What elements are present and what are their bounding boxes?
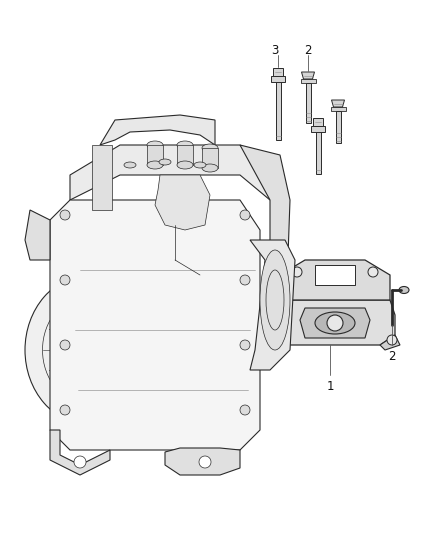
Circle shape [292, 267, 302, 277]
Polygon shape [300, 79, 315, 83]
Polygon shape [240, 145, 290, 360]
Text: 3: 3 [271, 44, 279, 56]
Bar [336, 111, 340, 143]
Circle shape [74, 456, 86, 468]
Polygon shape [250, 240, 295, 370]
Polygon shape [300, 308, 370, 338]
Polygon shape [311, 126, 325, 132]
Polygon shape [315, 265, 355, 285]
Polygon shape [50, 200, 260, 450]
Ellipse shape [194, 162, 206, 168]
Circle shape [262, 327, 274, 339]
Circle shape [327, 315, 343, 331]
Polygon shape [50, 430, 110, 475]
Ellipse shape [147, 161, 163, 169]
Ellipse shape [147, 141, 163, 149]
Bar [177, 145, 193, 165]
Ellipse shape [25, 275, 155, 425]
Ellipse shape [177, 141, 193, 149]
Ellipse shape [159, 159, 171, 165]
Polygon shape [275, 300, 395, 345]
Polygon shape [331, 107, 346, 111]
Circle shape [60, 275, 70, 285]
Circle shape [82, 342, 98, 358]
Ellipse shape [202, 144, 218, 152]
Text: 2: 2 [304, 44, 312, 56]
Text: 1: 1 [326, 381, 334, 393]
Polygon shape [165, 448, 240, 475]
Circle shape [60, 405, 70, 415]
Bar [315, 132, 321, 174]
Bar [305, 83, 311, 123]
Ellipse shape [202, 164, 218, 172]
Ellipse shape [315, 312, 355, 334]
Circle shape [240, 210, 250, 220]
Polygon shape [271, 76, 285, 82]
Circle shape [60, 210, 70, 220]
Polygon shape [100, 115, 215, 145]
Polygon shape [332, 100, 345, 107]
Bar [147, 145, 163, 165]
Polygon shape [273, 68, 283, 76]
Ellipse shape [260, 250, 290, 350]
Circle shape [240, 275, 250, 285]
Polygon shape [260, 325, 275, 345]
Ellipse shape [124, 162, 136, 168]
Ellipse shape [177, 161, 193, 169]
Polygon shape [70, 145, 270, 200]
Polygon shape [301, 72, 314, 79]
Circle shape [199, 456, 211, 468]
Polygon shape [280, 260, 390, 300]
Circle shape [240, 405, 250, 415]
Circle shape [387, 335, 397, 345]
Circle shape [240, 340, 250, 350]
Polygon shape [92, 145, 112, 210]
Polygon shape [313, 118, 323, 126]
Circle shape [60, 340, 70, 350]
Ellipse shape [399, 287, 409, 294]
Circle shape [368, 267, 378, 277]
Bar [202, 148, 218, 168]
Polygon shape [380, 335, 400, 350]
Bar [276, 82, 280, 140]
Polygon shape [25, 210, 50, 260]
Text: 2: 2 [388, 351, 396, 364]
Polygon shape [155, 175, 210, 230]
